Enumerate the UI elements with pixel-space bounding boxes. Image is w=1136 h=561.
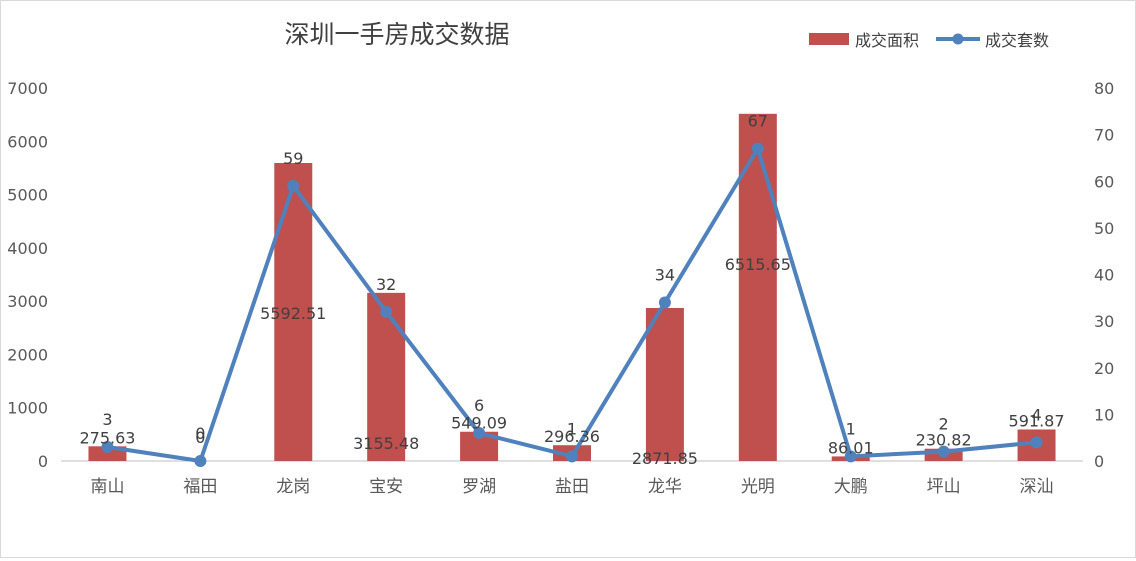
line-point (194, 455, 207, 467)
y-left-tick-label: 2000 (7, 345, 48, 364)
y-right-tick-label: 60 (1094, 172, 1114, 191)
y-left-tick-label: 4000 (7, 239, 48, 258)
legend-line-marker (952, 33, 964, 45)
x-tick-label: 光明 (741, 477, 775, 497)
x-tick-label: 盐田 (555, 477, 589, 497)
line-point (1030, 436, 1043, 449)
x-tick-label: 深汕 (1020, 477, 1054, 497)
line-point (473, 427, 486, 440)
bar-data-label: 5592.51 (260, 304, 326, 323)
bar-data-label: 296.36 (544, 427, 600, 446)
line-data-label: 1 (846, 419, 856, 438)
data-labels: 275.63 0 5592.51 3155.48 549.09 296.36 2871.85… (79, 112, 1064, 468)
bar-series (88, 113, 1056, 462)
line-data-label: 4 (1031, 405, 1041, 424)
line-point (101, 441, 114, 454)
bar-data-label: 0 (195, 428, 205, 447)
bar-data-label: 230.82 (916, 431, 972, 450)
y-right-tick-label: 50 (1094, 219, 1114, 238)
bar (367, 292, 406, 461)
y-right-tick-label: 20 (1094, 359, 1114, 378)
y-left-tick-label: 6000 (7, 132, 48, 151)
y-right-tick-label: 80 (1094, 79, 1114, 98)
x-tick-label: 大鹏 (834, 477, 868, 497)
y-right-tick-label: 70 (1094, 126, 1114, 145)
line-data-label: 59 (283, 149, 303, 168)
x-tick-label: 福田 (183, 477, 217, 497)
chart-title: 深圳一手房成交数据 (284, 20, 509, 49)
line-point (844, 450, 857, 463)
line-data-label: 1 (567, 419, 577, 438)
line-data-label: 6 (474, 396, 484, 415)
bar (738, 113, 777, 462)
y-right-tick-label: 30 (1094, 312, 1114, 331)
x-tick-label: 罗湖 (462, 477, 496, 497)
x-tick-label: 宝安 (369, 477, 403, 497)
legend: 成交面积 成交套数 (809, 31, 1049, 50)
bar-data-label: 591.87 (1009, 411, 1065, 430)
y-left-tick-label: 5000 (7, 186, 48, 205)
x-tick-label: 南山 (90, 477, 124, 497)
legend-bar-swatch (809, 33, 849, 45)
line-point (287, 179, 300, 192)
bar (645, 307, 684, 461)
bar-data-label: 2871.85 (632, 449, 698, 468)
x-axis-labels: 南山 福田 龙岗 宝安 罗湖 盐田 龙华 光明 大鹏 坪山 深汕 (90, 477, 1053, 497)
line-point (566, 450, 578, 463)
line-data-label: 34 (655, 265, 675, 284)
bar (274, 162, 313, 461)
left-axis: 0 1000 2000 3000 4000 5000 6000 7000 (7, 79, 48, 471)
x-tick-label: 龙岗 (276, 477, 310, 497)
line-point (380, 305, 393, 318)
x-tick-label: 龙华 (648, 477, 682, 497)
line-point (937, 445, 950, 458)
series-line (107, 146, 1037, 463)
bar-data-label: 6515.65 (725, 255, 791, 274)
line-series (101, 142, 1043, 467)
y-right-tick-label: 10 (1094, 405, 1114, 424)
y-right-tick-label: 40 (1094, 266, 1114, 285)
line-data-label: 3 (102, 410, 112, 429)
legend-bar-label: 成交面积 (855, 31, 919, 50)
y-left-tick-label: 7000 (7, 79, 48, 98)
line-data-label: 32 (376, 275, 396, 294)
bar-data-label: 549.09 (451, 414, 507, 433)
y-left-tick-label: 1000 (7, 399, 48, 418)
line-data-label: 0 (195, 424, 205, 443)
bar-data-label: 86.01 (828, 438, 874, 457)
y-left-tick-label: 0 (38, 452, 48, 471)
y-right-tick-label: 0 (1094, 452, 1104, 471)
bar-data-label: 3155.48 (353, 434, 419, 453)
bar-data-label: 275.63 (79, 428, 135, 447)
line-point (658, 296, 671, 309)
line-data-label: 2 (939, 415, 949, 434)
line-point (751, 142, 764, 155)
x-tick-label: 坪山 (927, 477, 961, 497)
y-left-tick-label: 3000 (7, 292, 48, 311)
legend-line-label: 成交套数 (985, 31, 1049, 50)
line-data-label: 67 (748, 112, 768, 131)
right-axis: 0 10 20 30 40 50 60 70 80 (1094, 79, 1114, 471)
